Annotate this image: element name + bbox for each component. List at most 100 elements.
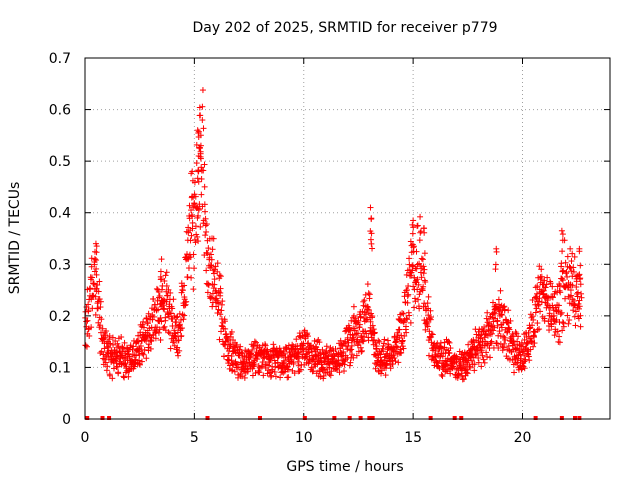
data-point: [202, 215, 209, 222]
data-point: [127, 342, 134, 349]
data-point: [577, 262, 584, 269]
data-point: [186, 202, 193, 209]
data-point: [109, 334, 116, 341]
data-point: [418, 228, 425, 235]
data-point: [395, 359, 402, 366]
data-point: [195, 238, 202, 245]
data-point: [231, 368, 238, 375]
data-point: [359, 347, 366, 354]
data-point: [392, 358, 399, 365]
data-point: [219, 298, 226, 305]
data-point: [332, 346, 339, 353]
data-point: [304, 340, 311, 347]
data-point: [413, 248, 420, 255]
data-point: [156, 292, 163, 299]
data-point: [575, 289, 582, 296]
data-point: [171, 327, 178, 334]
data-point: [212, 263, 219, 270]
data-point: [556, 339, 563, 346]
data-point: [140, 318, 147, 325]
data-point: [235, 364, 242, 371]
data-point: [150, 313, 157, 320]
y-tick-label: 0: [62, 412, 71, 428]
data-point: [203, 221, 210, 228]
data-point: [96, 278, 103, 285]
data-point: [259, 359, 266, 366]
data-point: [102, 359, 109, 366]
data-point: [106, 332, 113, 339]
data-point: [557, 289, 564, 296]
data-point: [320, 372, 327, 379]
data-point: [208, 262, 215, 269]
data-point: [103, 328, 110, 335]
data-point: [88, 255, 95, 262]
data-point: [140, 324, 147, 331]
data-point: [368, 216, 375, 223]
data-point: [88, 296, 95, 303]
data-point: [144, 320, 151, 327]
y-tick-label: 0.4: [49, 206, 71, 222]
y-axis-label: SRMTID / TECUs: [7, 182, 23, 295]
data-point: [217, 311, 224, 318]
data-point: [419, 256, 426, 263]
data-point: [410, 217, 417, 224]
data-point: [158, 256, 165, 263]
data-point: [192, 223, 199, 230]
data-point: [201, 161, 208, 168]
data-point: [222, 325, 229, 332]
data-point: [577, 323, 584, 330]
data-point: [95, 288, 102, 295]
data-point: [556, 333, 563, 340]
x-tick-label: 10: [295, 430, 313, 446]
data-point: [153, 307, 160, 314]
data-point: [420, 225, 427, 232]
data-point: [249, 346, 256, 353]
data-point: [205, 282, 212, 289]
data-point: [285, 342, 292, 349]
data-point: [209, 246, 216, 253]
data-point: [303, 353, 310, 360]
data-point: [198, 175, 205, 182]
data-point: [511, 369, 518, 376]
data-point: [484, 319, 491, 326]
data-point: [147, 345, 154, 352]
data-point: [274, 354, 281, 361]
data-point: [278, 352, 285, 359]
data-point: [484, 309, 491, 316]
data-point: [97, 350, 104, 357]
data-point: [155, 288, 162, 295]
data-point: [238, 349, 245, 356]
data-point: [197, 223, 204, 230]
data-point: [157, 337, 164, 344]
data-point: [306, 349, 313, 356]
data-point: [564, 253, 571, 260]
data-point: [155, 294, 162, 301]
data-point: [228, 353, 235, 360]
data-point: [492, 261, 499, 268]
data-point: [367, 204, 374, 211]
data-point: [285, 374, 292, 381]
data-point: [568, 258, 575, 265]
data-point: [85, 307, 92, 314]
data-point: [225, 352, 232, 359]
data-point: [537, 308, 544, 315]
data-point: [141, 346, 148, 353]
data-point: [199, 103, 206, 110]
data-point: [218, 307, 225, 314]
data-point: [290, 360, 297, 367]
data-point: [115, 343, 122, 350]
data-point: [191, 200, 198, 207]
data-point: [135, 338, 142, 345]
x-tick-labels: 0 5 10 15 20: [81, 430, 532, 446]
data-point: [192, 239, 199, 246]
data-point: [227, 333, 234, 340]
data-point: [83, 318, 90, 325]
data-point: [366, 291, 373, 298]
data-point: [196, 201, 203, 208]
data-point: [140, 351, 147, 358]
data-point: [253, 345, 260, 352]
data-point: [211, 281, 218, 288]
data-point: [216, 272, 223, 279]
data-point: [425, 293, 432, 300]
data-point: [93, 265, 100, 272]
